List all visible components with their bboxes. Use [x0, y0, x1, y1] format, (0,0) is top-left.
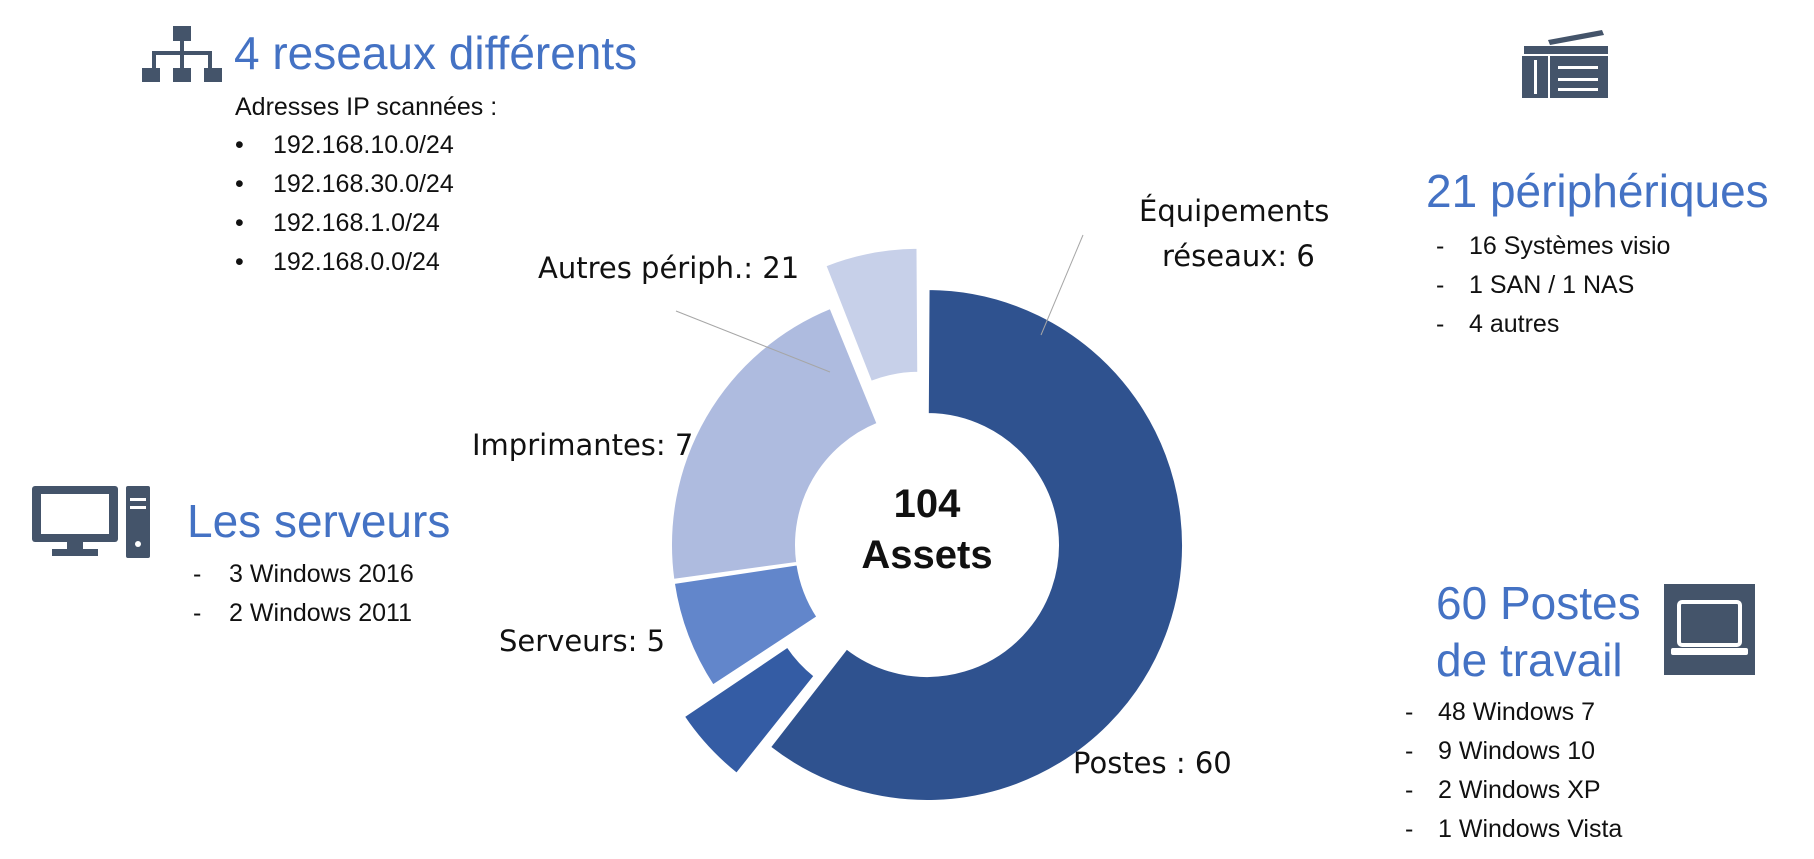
list-item: -48 Windows 7 [1405, 698, 1596, 726]
serveurs-list: -3 Windows 2016 -2 Windows 2011 [193, 562, 493, 640]
donut-slice-serveurs [682, 645, 816, 776]
serveurs-title: Les serveurs [187, 495, 451, 547]
ip-address-list: • 192.168.10.0/24 • 192.168.30.0/24 • 192.1… [235, 133, 535, 289]
peripheriques-list: -16 Systèmes visio -1 SAN / 1 NAS -4 aut… [1436, 234, 1776, 351]
peripheriques-title: 21 périphériques [1426, 165, 1769, 217]
list-item: -2 Windows XP [1405, 776, 1601, 804]
reseaux-subtitle: Adresses IP scannées : [235, 93, 498, 121]
list-item: -2 Windows 2011 [193, 599, 412, 627]
donut-slices [670, 246, 1184, 802]
list-item: • 192.168.1.0/24 [235, 209, 440, 237]
laptop-icon-block [1664, 584, 1755, 675]
list-item: -1 SAN / 1 NAS [1436, 271, 1635, 299]
data-label-postes: Postes : 60 [1073, 746, 1232, 780]
list-item: -9 Windows 10 [1405, 737, 1596, 765]
network-hierarchy-icon [142, 26, 222, 82]
postes-list: -48 Windows 7 -9 Windows 10 -2 Windows X… [1405, 700, 1745, 856]
donut-slice-imprimantes [672, 563, 819, 687]
data-label-serveurs: Serveurs: 5 [499, 624, 666, 658]
data-label-equipements-line1: Équipements [1139, 194, 1330, 228]
data-label-autres: Autres périph.: 21 [538, 251, 800, 285]
donut-slice-equipements [824, 246, 920, 384]
printer-icon-block [1520, 28, 1610, 100]
reseaux-title: 4 reseaux différents [234, 27, 638, 79]
leader-line-autres [675, 310, 831, 373]
list-item: -4 autres [1436, 310, 1560, 338]
list-item: • 192.168.30.0/24 [235, 170, 454, 198]
server-icon-block [30, 484, 152, 560]
donut-slice-postes [768, 287, 1184, 802]
laptop-icon [1664, 584, 1755, 675]
chart-center-count: 104 [894, 482, 961, 526]
list-item: • 192.168.0.0/24 [235, 248, 440, 276]
list-item: • 192.168.10.0/24 [235, 131, 454, 159]
leader-line-equipements [1040, 234, 1084, 336]
data-label-equipements-line2: réseaux: 6 [1162, 239, 1315, 273]
postes-title-line1: 60 Postes [1436, 577, 1641, 629]
list-item: -3 Windows 2016 [193, 560, 414, 588]
postes-title-line2: de travail [1436, 634, 1623, 686]
multifunction-printer-icon [1522, 30, 1608, 98]
desktop-and-tower-icon [32, 486, 150, 558]
data-label-imprimantes: Imprimantes: 7 [472, 428, 694, 462]
chart-center-label: Assets [861, 533, 992, 577]
network-icon-block [142, 26, 222, 96]
list-item: -16 Systèmes visio [1436, 232, 1671, 260]
donut-slice-autres [670, 306, 879, 582]
list-item: -1 Windows Vista [1405, 815, 1623, 843]
